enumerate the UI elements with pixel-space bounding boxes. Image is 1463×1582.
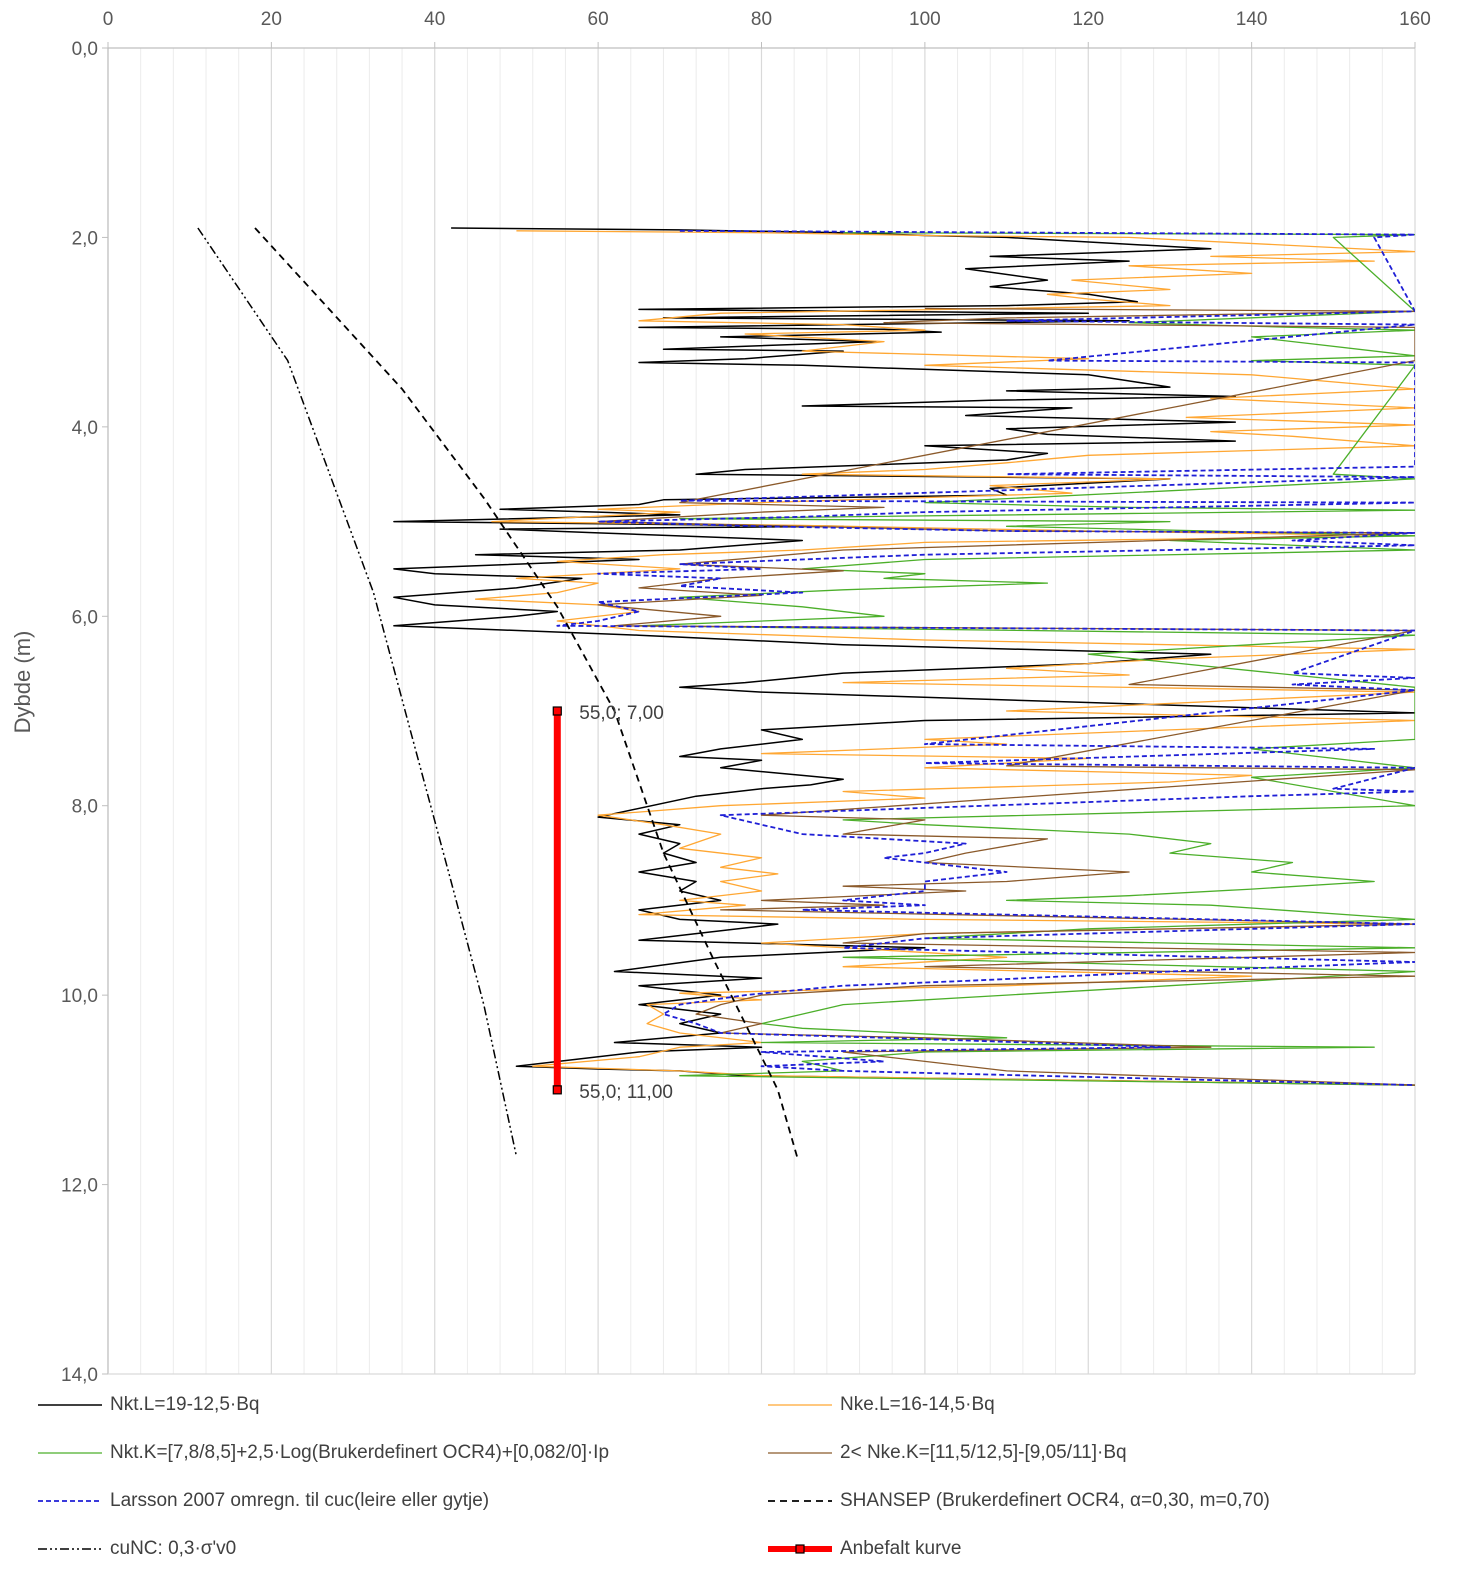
legend-item: Nkt.L=19-12,5·Bq xyxy=(36,1392,259,1418)
legend-swatch xyxy=(768,1500,832,1502)
series-line-2 xyxy=(638,232,1415,1086)
legend-label: Nke.L=16-14,5·Bq xyxy=(840,1394,995,1415)
legend-item: Larsson 2007 omregn. til cuc(leire eller… xyxy=(36,1488,489,1514)
x-tick-label: 80 xyxy=(751,9,772,30)
legend-item: SHANSEP (Brukerdefinert OCR4, α=0,30, m=… xyxy=(766,1488,1270,1514)
y-tick-label: 14,0 xyxy=(61,1365,98,1384)
series-layer xyxy=(197,227,1415,1162)
x-tick-label: 20 xyxy=(261,9,282,30)
legend-swatch xyxy=(768,1404,832,1406)
chart: 55,0; 7,00 55,0; 11,00 0 20 40 60 80 100 120 140… xyxy=(10,9,1431,1384)
series-line-6 xyxy=(197,227,518,1157)
y-axis-title: Dybde (m) xyxy=(10,631,35,734)
legend-swatch xyxy=(768,1544,832,1554)
minor-grid xyxy=(140,48,1383,1374)
legend-label: 2< Nke.K=[11,5/12,5]-[9,05/11]·Bq xyxy=(840,1442,1127,1463)
y-tick-label: 10,0 xyxy=(61,986,98,1007)
legend-swatch xyxy=(38,1500,102,1502)
marker-layer: 55,0; 7,00 55,0; 11,00 xyxy=(552,703,673,1103)
y-tick-label: 6,0 xyxy=(72,607,98,628)
y-tick-label: 12,0 xyxy=(61,1176,98,1197)
legend: Nkt.L=19-12,5·Bq Nke.L=16-14,5·Bq Nkt.K=[7… xyxy=(0,1384,1463,1582)
series-line-4 xyxy=(556,229,1415,1086)
legend-label: Nkt.K=[7,8/8,5]+2,5·Log(Brukerdefinert O… xyxy=(110,1442,610,1463)
legend-item: Anbefalt kurve xyxy=(766,1536,961,1562)
data-label: 55,0; 11,00 xyxy=(579,1082,673,1103)
data-label: 55,0; 7,00 xyxy=(579,703,664,724)
series-marker xyxy=(552,1085,562,1095)
series-line-0 xyxy=(393,227,1415,1086)
x-tick-label: 60 xyxy=(588,9,609,30)
legend-label: cuNC: 0,3·σ'v0 xyxy=(110,1538,237,1559)
legend-item: cuNC: 0,3·σ'v0 xyxy=(36,1536,236,1562)
x-tick-label: 40 xyxy=(424,9,445,30)
series-marker xyxy=(552,706,562,716)
y-tick-label: 4,0 xyxy=(72,418,98,439)
x-tick-label: 100 xyxy=(909,9,941,30)
y-tick-labels: 0,0 2,0 4,0 6,0 8,0 10,0 12,0 14,0 xyxy=(61,39,98,1384)
y-tick-label: 2,0 xyxy=(72,228,98,249)
legend-item: 2< Nke.K=[11,5/12,5]-[9,05/11]·Bq xyxy=(766,1440,1127,1466)
x-tick-label: 140 xyxy=(1236,9,1268,30)
legend-label: Anbefalt kurve xyxy=(840,1538,962,1559)
legend-swatch xyxy=(768,1452,832,1454)
legend-item: Nkt.K=[7,8/8,5]+2,5·Log(Brukerdefinert O… xyxy=(36,1440,609,1466)
y-tick-label: 0,0 xyxy=(72,39,98,60)
x-tick-label: 120 xyxy=(1072,9,1104,30)
x-tick-labels: 0 20 40 60 80 100 120 140 160 xyxy=(103,9,1431,30)
legend-swatch xyxy=(38,1404,102,1406)
legend-label: Larsson 2007 omregn. til cuc(leire eller… xyxy=(110,1490,490,1511)
x-tick-label: 0 xyxy=(103,9,114,30)
x-tick-label: 160 xyxy=(1399,9,1431,30)
y-tick-label: 8,0 xyxy=(72,797,98,818)
series-line-3 xyxy=(597,307,1415,1086)
axes xyxy=(102,42,1416,1375)
legend-label: SHANSEP (Brukerdefinert OCR4, α=0,30, m=… xyxy=(840,1490,1270,1511)
legend-label: Nkt.L=19-12,5·Bq xyxy=(110,1394,260,1415)
legend-item: Nke.L=16-14,5·Bq xyxy=(766,1392,995,1418)
legend-swatch xyxy=(38,1452,102,1454)
legend-swatch xyxy=(38,1548,102,1550)
